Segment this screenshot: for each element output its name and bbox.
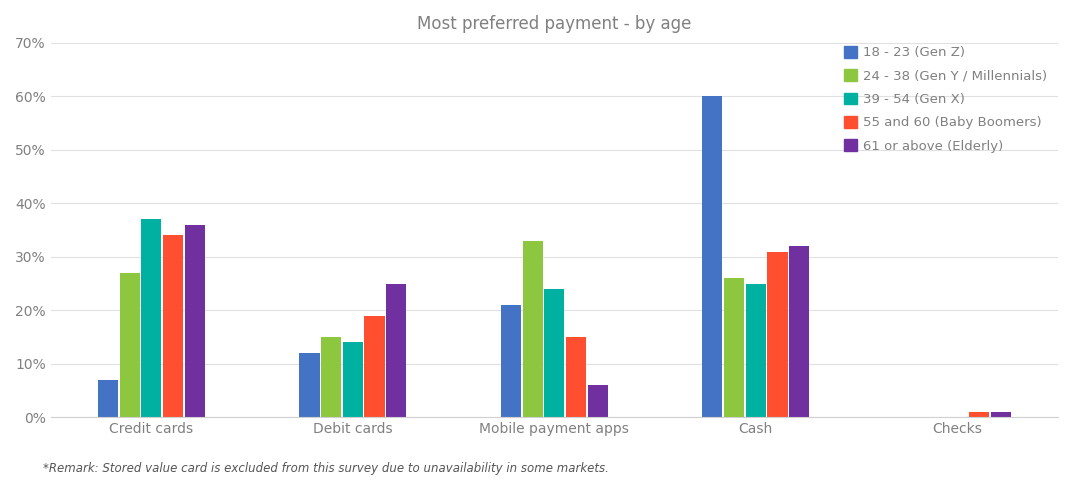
- Bar: [789, 246, 809, 417]
- Bar: [98, 380, 118, 417]
- Bar: [969, 412, 989, 417]
- Legend: 18 - 23 (Gen Z), 24 - 38 (Gen Y / Millennials), 39 - 54 (Gen X), 55 and 60 (Baby: 18 - 23 (Gen Z), 24 - 38 (Gen Y / Millen…: [839, 42, 1052, 156]
- Bar: [142, 219, 161, 417]
- Bar: [365, 316, 384, 417]
- Bar: [342, 342, 363, 417]
- Bar: [163, 236, 183, 417]
- Bar: [386, 284, 407, 417]
- Bar: [746, 284, 766, 417]
- Bar: [703, 96, 722, 417]
- Bar: [724, 278, 745, 417]
- Bar: [990, 412, 1011, 417]
- Bar: [565, 337, 586, 417]
- Bar: [588, 385, 607, 417]
- Bar: [523, 241, 543, 417]
- Bar: [767, 252, 788, 417]
- Bar: [185, 225, 205, 417]
- Bar: [119, 273, 139, 417]
- Bar: [321, 337, 341, 417]
- Bar: [501, 305, 521, 417]
- Bar: [299, 353, 320, 417]
- Bar: [544, 289, 564, 417]
- Title: Most preferred payment - by age: Most preferred payment - by age: [417, 15, 691, 33]
- Text: *Remark: Stored value card is excluded from this survey due to unavailability in: *Remark: Stored value card is excluded f…: [43, 462, 608, 475]
